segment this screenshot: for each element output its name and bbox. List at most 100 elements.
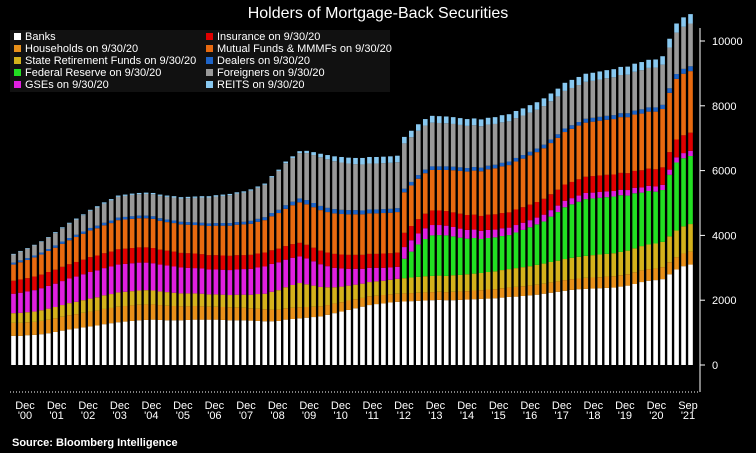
- bar-segment-0-21: [157, 319, 163, 365]
- bar-segment-9-14: [108, 199, 114, 201]
- bar-segment-0-3: [32, 334, 37, 365]
- bar-segment-4-27: [199, 268, 205, 294]
- bar-segment-2-3: [32, 311, 37, 322]
- bar-segment-6-36: [262, 220, 268, 253]
- bar-segment-6-26: [192, 225, 198, 254]
- bar-segment-0-28: [206, 319, 212, 365]
- bar-segment-5-91: [646, 168, 651, 186]
- bar-segment-6-15: [115, 220, 121, 250]
- bar-segment-1-0: [11, 322, 16, 336]
- bar-segment-1-56: [402, 293, 407, 302]
- bar-segment-5-8: [67, 264, 72, 279]
- bar-segment-1-31: [227, 307, 233, 321]
- bar-segment-4-44: [318, 264, 323, 287]
- bar-segment-2-76: [541, 263, 547, 284]
- bar-segment-9-64: [457, 118, 463, 125]
- bar-segment-0-42: [304, 317, 309, 365]
- bar-segment-7-73: [520, 155, 526, 159]
- bar-segment-8-61: [436, 122, 442, 167]
- bar-segment-1-39: [283, 308, 288, 320]
- legend-label: Households on 9/30/20: [25, 43, 139, 55]
- bar-segment-3-68: [485, 237, 491, 273]
- bar-segment-8-80: [569, 87, 575, 126]
- bar-segment-5-16: [122, 248, 128, 264]
- bar-segment-9-75: [534, 102, 540, 110]
- bar-segment-0-7: [60, 330, 65, 365]
- legend-item: REITS on 9/30/20: [206, 79, 304, 91]
- bar-segment-8-11: [87, 210, 93, 228]
- bar-segment-4-9: [74, 276, 79, 302]
- bar-segment-8-17: [129, 194, 135, 217]
- bar-segment-4-85: [604, 191, 610, 198]
- bar-segment-0-81: [576, 289, 582, 365]
- bar-segment-0-82: [583, 288, 589, 365]
- bar-segment-4-12: [94, 270, 100, 298]
- bar-segment-1-77: [548, 282, 554, 293]
- x-tick-label-bottom: '00: [18, 410, 32, 422]
- bar-segment-7-5: [46, 249, 51, 251]
- bar-segment-7-57: [409, 181, 414, 186]
- bar-segment-4-83: [590, 192, 596, 199]
- bar-segment-8-71: [506, 121, 512, 162]
- bar-segment-0-11: [87, 326, 93, 365]
- bar-segment-2-24: [178, 293, 184, 307]
- legend-swatch: [206, 33, 213, 40]
- bar-segment-6-71: [506, 165, 512, 213]
- bar-segment-2-62: [443, 275, 449, 293]
- bar-segment-0-75: [534, 294, 540, 365]
- bar-segment-0-57: [409, 301, 414, 365]
- bar-segment-2-34: [248, 294, 254, 309]
- legend-label: State Retirement Funds on 9/30/20: [25, 55, 197, 67]
- bar-segment-6-82: [583, 122, 589, 177]
- legend-item: GSEs on 9/30/20: [14, 79, 109, 91]
- y-tick-label: 2000: [712, 295, 736, 307]
- bar-segment-9-21: [157, 194, 163, 196]
- bar-segment-0-62: [443, 300, 449, 365]
- bar-segment-6-97: [688, 71, 693, 133]
- bar-segment-2-36: [262, 293, 268, 310]
- bar-segment-6-89: [632, 114, 637, 171]
- bar-segment-5-39: [283, 246, 288, 260]
- bar-segment-6-31: [227, 225, 233, 256]
- bar-segment-9-32: [234, 192, 240, 194]
- bar-segment-4-56: [402, 247, 407, 259]
- bar-segment-6-76: [541, 148, 547, 199]
- bar-segment-5-6: [53, 269, 58, 284]
- bar-segment-1-87: [618, 275, 624, 287]
- bar-segment-2-17: [129, 291, 135, 306]
- bar-segment-5-44: [318, 250, 323, 265]
- bar-segment-8-97: [688, 23, 693, 67]
- bar-segment-4-92: [653, 186, 658, 192]
- bar-segment-9-72: [513, 110, 519, 119]
- bar-segment-6-21: [157, 220, 163, 250]
- x-tick-label-top: Dec: [552, 400, 572, 412]
- bar-segment-1-26: [192, 306, 198, 320]
- bar-segment-6-72: [513, 161, 519, 210]
- bar-segment-4-42: [304, 258, 309, 285]
- y-tick-label: 8000: [712, 101, 736, 113]
- bar-segment-2-96: [681, 226, 686, 254]
- bar-segment-5-34: [248, 254, 254, 269]
- bar-segment-7-93: [660, 104, 665, 110]
- bar-segment-8-59: [422, 125, 428, 170]
- bar-segment-8-46: [332, 161, 337, 210]
- bar-segment-4-34: [248, 268, 254, 295]
- bar-segment-1-21: [157, 305, 163, 320]
- bar-segment-5-7: [60, 266, 65, 282]
- bar-segment-0-34: [248, 320, 254, 365]
- bar-segment-9-70: [499, 115, 505, 123]
- bar-segment-3-80: [569, 204, 575, 258]
- bar-segment-9-8: [67, 222, 72, 224]
- bar-segment-2-92: [653, 243, 658, 269]
- bar-segment-5-89: [632, 170, 637, 188]
- bar-segment-2-37: [269, 291, 275, 310]
- bar-segment-7-19: [143, 215, 149, 219]
- legend-swatch: [206, 57, 213, 64]
- bar-segment-3-95: [674, 162, 679, 231]
- bar-segment-6-47: [339, 214, 344, 255]
- bar-segment-8-47: [339, 162, 344, 210]
- bar-segment-6-3: [32, 257, 37, 277]
- bar-segment-9-57: [409, 130, 414, 138]
- bar-segment-2-51: [367, 282, 372, 297]
- bar-segment-9-63: [450, 117, 456, 124]
